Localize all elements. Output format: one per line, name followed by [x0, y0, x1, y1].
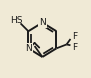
Text: HS: HS	[10, 16, 23, 25]
Text: F: F	[72, 43, 77, 52]
Text: F: F	[72, 32, 77, 41]
Text: N: N	[25, 44, 32, 53]
Text: N: N	[39, 18, 46, 27]
